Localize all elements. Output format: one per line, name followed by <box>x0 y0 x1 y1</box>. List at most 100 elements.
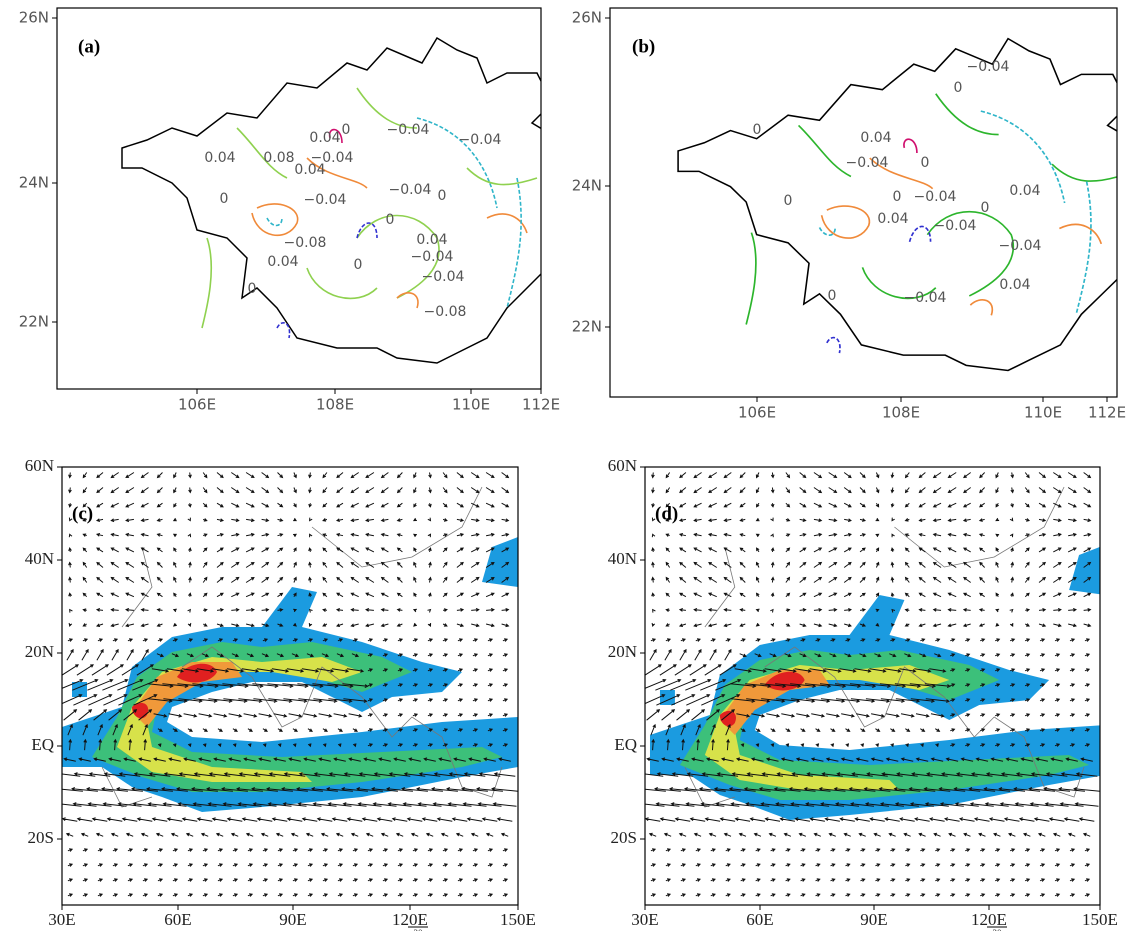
y-tick-label: 26N <box>572 9 602 27</box>
x-tick-label: 108E <box>316 396 354 414</box>
y-tick-label: 40N <box>608 549 637 568</box>
contour-line <box>356 87 418 129</box>
coastline <box>101 486 503 808</box>
x-tick-label: 90E <box>279 910 306 929</box>
map-area <box>62 472 518 897</box>
contour-label: 0.08 <box>263 150 294 166</box>
contour-line <box>486 213 528 234</box>
contour-label: 0.04 <box>1009 183 1040 199</box>
contour-line <box>935 93 999 136</box>
frame <box>609 7 1118 398</box>
contour-label: −0.04 <box>411 249 454 265</box>
map <box>645 472 1100 897</box>
contour-label: −0.04 <box>904 290 947 306</box>
contour-line <box>416 117 498 209</box>
panel-label: (b) <box>632 36 655 57</box>
y-tick-label: 20N <box>608 642 637 661</box>
contour-label: 0 <box>248 281 257 297</box>
contour-label: 0 <box>954 80 963 96</box>
contour-line <box>466 167 538 186</box>
x-tick-label: 90E <box>860 910 887 929</box>
contour-line <box>903 138 918 154</box>
contour-label: 0.04 <box>267 254 298 270</box>
contour-label: −0.08 <box>424 304 467 320</box>
x-tick-label: 30E <box>631 910 658 929</box>
map-area <box>677 37 1117 372</box>
x-tick-label: 106E <box>738 404 776 422</box>
contour-label: −0.04 <box>304 192 347 208</box>
contour-line <box>861 267 937 300</box>
contour-label: 0 <box>753 122 762 138</box>
contour-label: 0 <box>354 257 363 273</box>
province-outline <box>677 37 1117 372</box>
contour-label: 0.04 <box>416 232 447 248</box>
contour-line <box>236 127 288 179</box>
contour-line <box>826 336 841 354</box>
x-tick-label: 120E <box>971 910 1007 929</box>
wind-shading <box>132 662 242 727</box>
contour-label: 0.04 <box>877 211 908 227</box>
y-tick-label: EQ <box>31 735 54 754</box>
y-tick-label: 24N <box>19 174 49 192</box>
contour-line <box>980 110 1066 204</box>
contour-label: 0 <box>386 212 395 228</box>
x-tick-label: 108E <box>882 404 920 422</box>
contour-label: 0 <box>921 155 930 171</box>
contour-label: 0.04 <box>999 277 1030 293</box>
y-tick-label: 22N <box>19 313 49 331</box>
contour-label: 0.04 <box>309 130 340 146</box>
panel: 20 30E 60E 90E 120E 150E 60N 40N 20N EQ 20S (c) <box>25 456 536 931</box>
contour-line <box>869 157 934 190</box>
panel-label: (c) <box>72 503 93 524</box>
y-tick-label: 22N <box>572 318 602 336</box>
contour-label: 0 <box>784 193 793 209</box>
contour-label: 0 <box>893 189 902 205</box>
x-tick-label: 110E <box>452 396 490 414</box>
x-tick-label: 112E <box>1088 404 1126 422</box>
wind-shading <box>132 663 217 719</box>
map <box>62 472 518 897</box>
x-tick-label: 112E <box>522 396 560 414</box>
contour-label: −0.08 <box>284 235 327 251</box>
contour-label: −0.04 <box>967 59 1010 75</box>
contour-line <box>306 157 368 189</box>
panel: 0.04−0.040 −0.04−0.040.04 0.080.040−0.04 0−… <box>19 7 560 414</box>
x-tick-label: 110E <box>1024 404 1062 422</box>
contour-label: −0.04 <box>846 155 889 171</box>
contour-label: −0.04 <box>459 132 502 148</box>
coastline <box>684 486 1085 808</box>
contour-line <box>306 267 378 300</box>
contour-line <box>820 205 871 239</box>
x-tick-label: 60E <box>746 910 773 929</box>
x-tick-label: 106E <box>178 396 216 414</box>
y-tick-label: 26N <box>19 9 49 27</box>
frame <box>61 466 519 906</box>
map-area <box>645 472 1100 897</box>
x-tick-label: 60E <box>164 910 191 929</box>
contour-label: −0.04 <box>422 269 465 285</box>
contour-label: 0 <box>342 122 351 138</box>
wind-shading <box>719 670 830 735</box>
contour-line <box>396 292 419 309</box>
contour-line <box>251 203 299 237</box>
y-tick-label: 20N <box>25 642 54 661</box>
contour-line <box>356 214 440 299</box>
contour-label: −0.04 <box>389 182 432 198</box>
y-tick-label: 60N <box>608 456 637 475</box>
map <box>677 37 1117 372</box>
contour-line <box>797 124 852 178</box>
x-tick-label: 150E <box>1082 910 1118 929</box>
contour-label: −0.04 <box>999 238 1042 254</box>
contour-line <box>266 217 283 227</box>
contour-label: 0.04 <box>860 130 891 146</box>
contour-label: 0.04 <box>294 162 325 178</box>
contour-line <box>356 222 378 239</box>
contour-label: −0.04 <box>934 218 977 234</box>
map <box>121 36 541 364</box>
wind-vectors <box>645 472 1100 897</box>
contour-label: 0 <box>220 191 229 207</box>
contour-label: −0.04 <box>311 150 354 166</box>
x-tick-label: 120E <box>392 910 428 929</box>
